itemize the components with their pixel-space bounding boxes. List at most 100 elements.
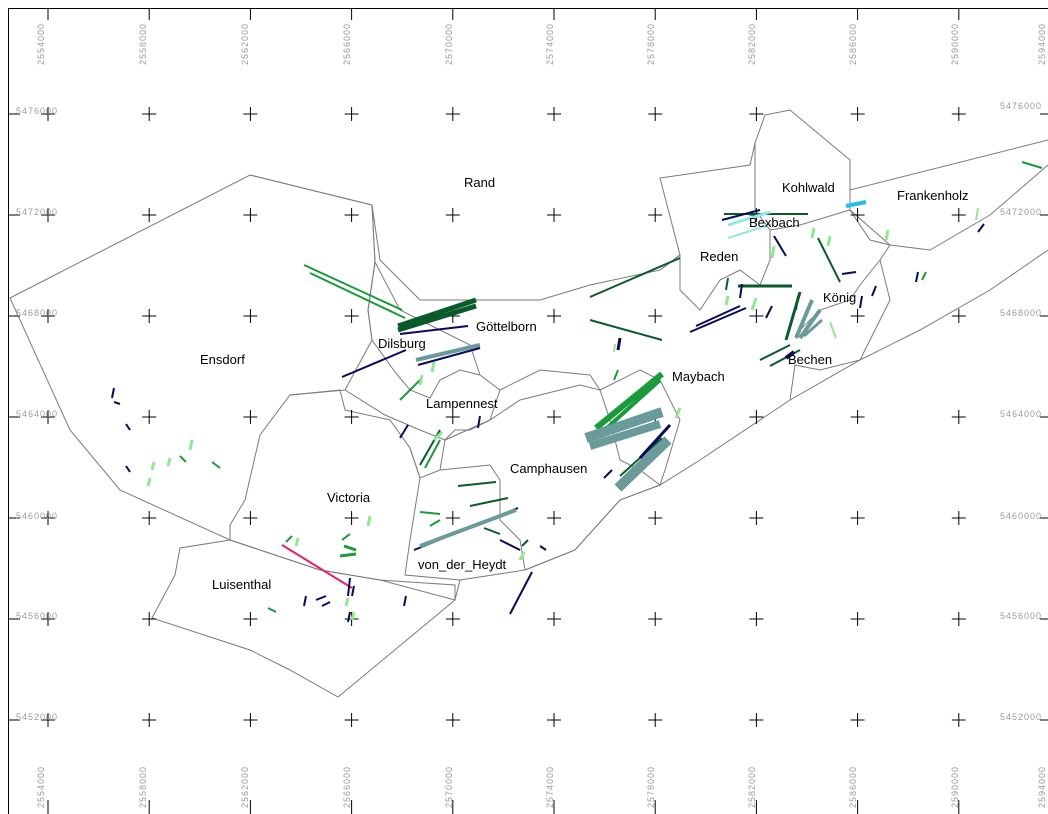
seam-line xyxy=(638,423,672,460)
district-boundaries xyxy=(9,109,1048,698)
seam-line xyxy=(418,374,424,386)
tick-y-right: 5460000 xyxy=(1000,511,1042,521)
seam-line xyxy=(765,305,773,319)
tick-y-right: 5472000 xyxy=(1000,207,1042,217)
tick-y-right: 5464000 xyxy=(1000,409,1042,419)
seam-line xyxy=(166,457,172,467)
seam-line xyxy=(616,337,622,351)
tick-y-right: 5476000 xyxy=(1000,101,1042,111)
tick-y-left: 5468000 xyxy=(16,308,58,318)
seam-line xyxy=(303,264,403,311)
seam-line xyxy=(674,407,682,419)
tick-x-top: 2554000 xyxy=(36,23,46,65)
tick-x-bottom: 2574000 xyxy=(545,766,555,808)
seam-line xyxy=(521,539,529,547)
tick-x-bottom: 2554000 xyxy=(36,766,46,808)
seam-line xyxy=(695,305,741,327)
seam-line xyxy=(613,343,616,353)
bexbach-boundary xyxy=(769,209,891,331)
tick-x-bottom: 2582000 xyxy=(747,766,757,808)
seam-line xyxy=(871,285,877,297)
seam-line xyxy=(211,461,221,469)
seam-line xyxy=(350,611,356,621)
seam-line xyxy=(419,508,517,548)
seam-line xyxy=(727,223,773,239)
tick-y-right: 5468000 xyxy=(1000,308,1042,318)
seam-line xyxy=(915,271,919,283)
grid-crosses xyxy=(8,8,1048,814)
seam-line xyxy=(829,321,837,339)
label-bechen: Bechen xyxy=(788,352,832,367)
seam-line xyxy=(603,469,613,479)
tick-y-left: 5456000 xyxy=(16,611,58,621)
tick-x-bottom: 2562000 xyxy=(240,766,250,808)
top-tick-labels: 2554000 2558000 2562000 2566000 2570000 … xyxy=(36,23,1047,65)
tick-y-right: 5452000 xyxy=(1000,712,1042,722)
seam-line xyxy=(146,477,152,487)
seam-line xyxy=(341,349,407,378)
seam-line xyxy=(499,539,521,551)
seam-line xyxy=(309,272,406,319)
seam-line xyxy=(739,283,743,299)
label-lampennest: Lampennest xyxy=(426,396,498,411)
seam-line xyxy=(810,227,816,239)
reden-boundary xyxy=(659,143,771,311)
label-reden: Reden xyxy=(700,249,738,264)
seam-line xyxy=(594,371,664,431)
label-victoria: Victoria xyxy=(327,490,371,505)
seam-line xyxy=(351,585,355,597)
tick-x-top: 2570000 xyxy=(444,23,454,65)
seam-line xyxy=(721,209,761,221)
label-koenig: König xyxy=(823,290,856,305)
seam-line xyxy=(921,271,927,281)
seam-line xyxy=(399,379,421,401)
maybach-boundary xyxy=(599,369,681,486)
seam-line xyxy=(397,297,477,329)
dilsburg-boundary xyxy=(367,261,481,399)
label-rand: Rand xyxy=(464,175,495,190)
label-frankenholz: Frankenholz xyxy=(897,188,969,203)
seam-line xyxy=(859,295,863,309)
tick-x-top: 2582000 xyxy=(747,23,757,65)
seam-line xyxy=(469,497,509,507)
seam-line xyxy=(1021,161,1043,169)
seam-line xyxy=(303,595,307,607)
tick-x-bottom: 2590000 xyxy=(950,766,960,808)
seam-line xyxy=(347,611,351,623)
seam-line xyxy=(614,436,672,492)
tick-y-left: 5464000 xyxy=(16,409,58,419)
seam-line xyxy=(477,415,481,429)
seam-line xyxy=(457,481,497,487)
seam-line xyxy=(188,439,194,451)
seam-line xyxy=(347,577,351,597)
seam-line xyxy=(841,271,857,275)
seam-lines xyxy=(111,161,1043,623)
seam-line xyxy=(750,297,758,311)
bottom-tick-labels: 2554000 2558000 2562000 2566000 2570000 … xyxy=(36,766,1047,808)
right-tick-labels: 5476000 5472000 5468000 5464000 5460000 … xyxy=(1000,101,1042,722)
seam-line xyxy=(294,537,300,547)
seam-line xyxy=(539,545,547,551)
ensdorf-boundary xyxy=(9,174,376,541)
seam-line xyxy=(341,533,351,541)
tick-y-left: 5476000 xyxy=(16,106,58,116)
label-vonderheydt: von_der_Heydt xyxy=(418,557,507,572)
seam-line xyxy=(150,461,156,471)
seam-line xyxy=(315,595,327,601)
seam-line xyxy=(727,210,771,227)
seam-line xyxy=(584,407,664,443)
seam-line xyxy=(975,207,979,221)
seam-line xyxy=(343,544,357,552)
tick-x-bottom: 2594000 xyxy=(1037,766,1047,808)
seam-line xyxy=(285,535,293,543)
seam-line xyxy=(613,369,619,381)
seam-line xyxy=(415,343,481,362)
seam-line xyxy=(344,597,350,607)
district-labels: Rand Kohlwald Frankenholz Bexbach Reden … xyxy=(200,175,969,592)
seam-line xyxy=(483,527,501,535)
seam-line xyxy=(588,420,662,450)
label-goettelborn: Göttelborn xyxy=(476,319,537,334)
tick-x-top: 2566000 xyxy=(342,23,352,65)
seam-line xyxy=(770,245,776,259)
seam-line xyxy=(724,295,730,306)
